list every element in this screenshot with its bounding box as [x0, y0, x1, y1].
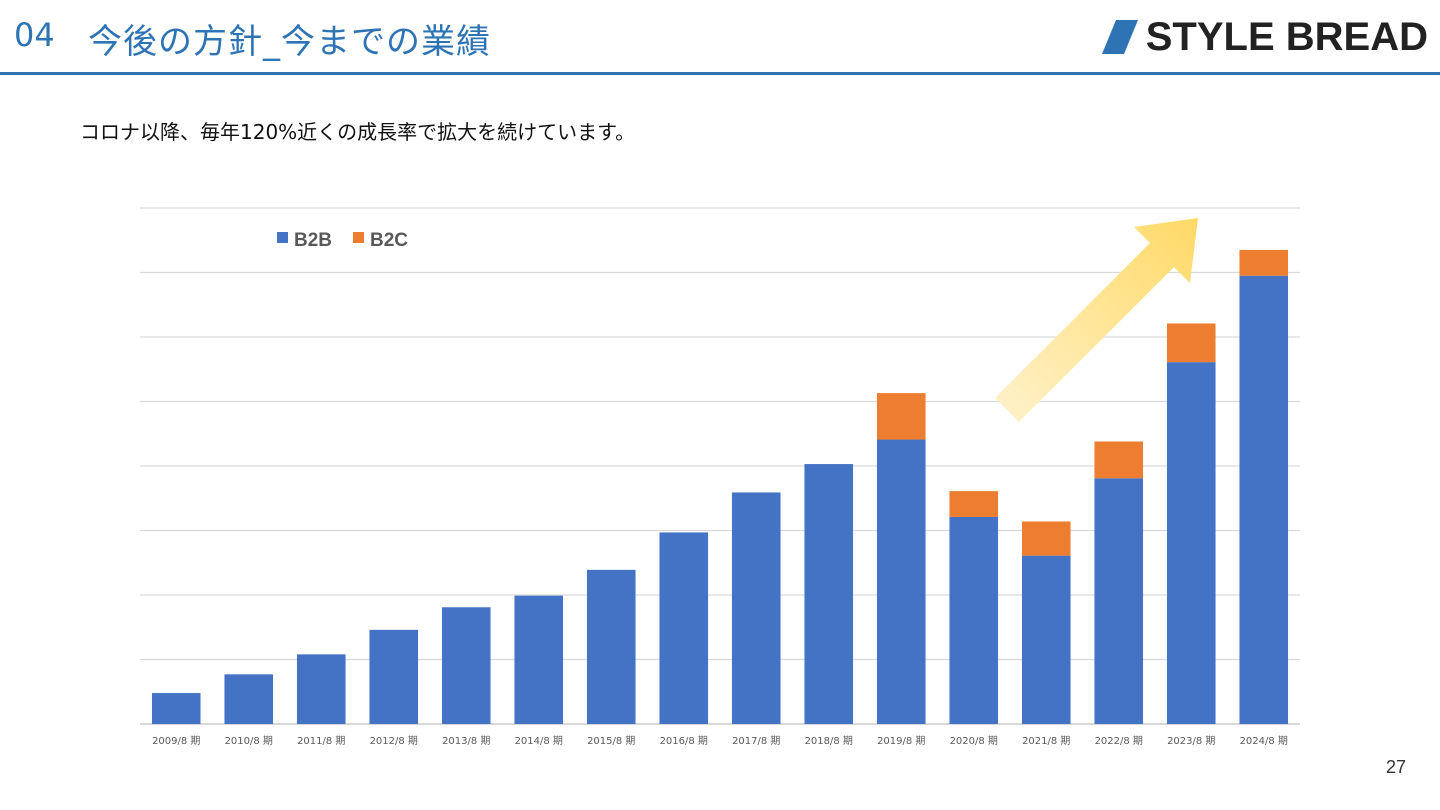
x-tick-label: 2014/8 期 — [515, 735, 563, 747]
page-number: 27 — [1385, 757, 1406, 777]
x-tick-label: 2024/8 期 — [1240, 735, 1288, 747]
bar-b2b-13 — [1094, 478, 1144, 724]
x-tick-label: 2009/8 期 — [152, 735, 200, 747]
bar-b2b-10 — [876, 439, 926, 724]
x-tick-label: 2012/8 期 — [370, 735, 418, 747]
bar-b2b-15 — [1239, 275, 1289, 724]
bar-b2c-14 — [1166, 323, 1216, 363]
bar-b2c-13 — [1094, 441, 1144, 479]
bar-b2c-11 — [949, 491, 999, 517]
bar-b2b-2 — [296, 654, 346, 724]
bar-b2b-14 — [1166, 362, 1216, 724]
chart-bars — [151, 249, 1289, 724]
chart-legend: B2B B2C — [277, 230, 408, 251]
x-tick-label: 2013/8 期 — [442, 735, 490, 747]
bar-b2b-1 — [224, 674, 274, 724]
x-tick-label: 2010/8 期 — [225, 735, 273, 747]
legend-swatch-b2b — [277, 232, 288, 243]
growth-arrow — [995, 218, 1198, 422]
bar-b2b-12 — [1021, 555, 1071, 724]
header-divider — [0, 72, 1440, 75]
bar-b2b-8 — [731, 492, 781, 724]
bar-b2b-0 — [151, 693, 201, 724]
x-tick-label: 2018/8 期 — [805, 735, 853, 747]
page-title: 今後の方針_今までの業績 — [88, 22, 491, 62]
x-axis-labels: 2009/8 期 2010/8 期 2011/8 期 2012/8 期 2013/8 期… — [152, 735, 1288, 747]
logo-slash-icon — [1101, 20, 1138, 54]
legend-label-b2b: B2B — [294, 230, 332, 251]
section-number: 04 — [14, 16, 55, 54]
bar-b2b-6 — [586, 569, 636, 724]
x-tick-label: 2020/8 期 — [950, 735, 998, 747]
x-tick-label: 2011/8 期 — [297, 735, 345, 747]
bar-b2c-12 — [1021, 521, 1071, 556]
legend-label-b2c: B2C — [370, 230, 408, 251]
slide-subtitle: コロナ以降、毎年120%近くの成長率で拡大を続けています。 — [80, 120, 636, 144]
logo-text: STYLE BREAD — [1145, 14, 1428, 59]
bar-b2b-7 — [659, 532, 709, 724]
x-tick-label: 2015/8 期 — [587, 735, 635, 747]
bar-b2b-11 — [949, 516, 999, 724]
x-tick-label: 2017/8 期 — [732, 735, 780, 747]
slide-header: 04 今後の方針_今までの業績 STYLE BREAD — [0, 0, 1440, 76]
legend-swatch-b2c — [353, 232, 364, 243]
x-tick-label: 2019/8 期 — [877, 735, 925, 747]
bar-b2b-4 — [441, 607, 491, 724]
bar-b2c-10 — [876, 393, 926, 440]
x-tick-label: 2016/8 期 — [660, 735, 708, 747]
x-tick-label: 2023/8 期 — [1167, 735, 1215, 747]
bar-b2b-9 — [804, 464, 854, 724]
x-tick-label: 2022/8 期 — [1095, 735, 1143, 747]
bar-b2b-3 — [369, 629, 419, 724]
bar-b2b-5 — [514, 595, 564, 724]
brand-logo: STYLE BREAD — [1101, 14, 1428, 59]
bar-b2c-15 — [1239, 249, 1289, 276]
x-tick-label: 2021/8 期 — [1022, 735, 1070, 747]
